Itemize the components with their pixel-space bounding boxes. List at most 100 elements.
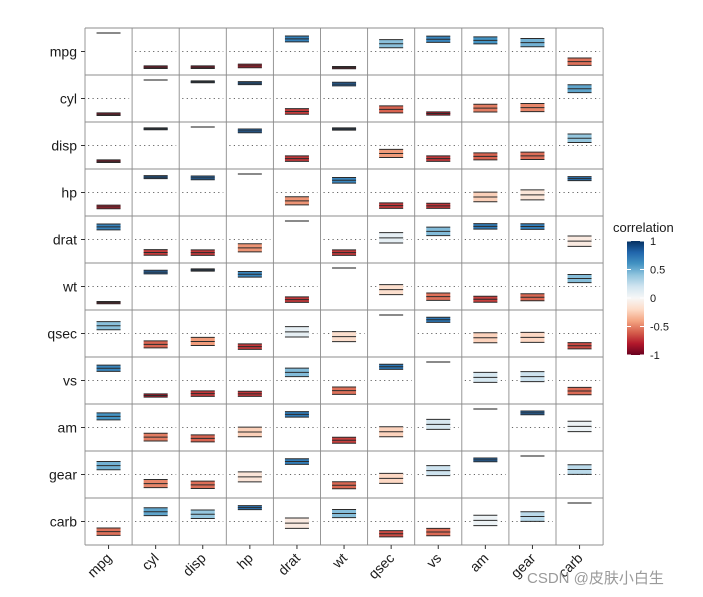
cell-mpg-disp — [182, 51, 224, 70]
cell-disp-hp — [229, 128, 271, 146]
cell-wt-carb — [559, 273, 601, 287]
cell-hp-drat — [276, 192, 318, 206]
cell-gear-mpg — [88, 461, 130, 475]
cell-disp-vs — [417, 145, 459, 162]
cell-hp-vs — [417, 192, 459, 209]
cell-qsec-am — [464, 332, 506, 344]
cell-carb-gear — [511, 511, 553, 522]
cell-hp-carb — [559, 176, 601, 193]
legend-tick-label: -1 — [650, 350, 660, 362]
cell-hp-mpg — [88, 192, 130, 210]
cell-qsec-carb — [559, 333, 601, 350]
cell-drat-hp — [229, 239, 271, 253]
cell-vs-carb — [559, 380, 601, 396]
cell-wt-hp — [229, 271, 271, 287]
cell-qsec-wt — [323, 331, 365, 343]
cell-drat-mpg — [88, 223, 130, 240]
cell-cyl-carb — [559, 84, 601, 99]
cell-gear-qsec — [370, 472, 412, 484]
column-labels: mpg cyl disp hp drat wt qsec vs am gear carb — [84, 545, 586, 582]
cell-carb-cyl — [135, 507, 177, 522]
col-label-cyl: cyl — [138, 550, 161, 573]
cell-wt-am — [464, 286, 506, 303]
legend: correlation 1 0.5 0 -0.5 -1 — [613, 220, 674, 362]
cell-qsec-cyl — [135, 333, 177, 349]
cell-am-carb — [559, 420, 601, 433]
col-label-mpg: mpg — [84, 550, 115, 581]
cell-disp-carb — [559, 133, 601, 146]
cell-wt-cyl — [135, 269, 177, 287]
cell-gear-hp — [229, 471, 271, 483]
cell-cyl-hp — [229, 81, 271, 99]
cell-am-wt — [323, 427, 365, 444]
cell-mpg-gear — [511, 38, 553, 52]
row-label-gear: gear — [49, 467, 77, 483]
cell-mpg-am — [464, 36, 506, 52]
cell-vs-gear — [511, 371, 553, 383]
cell-carb-hp — [229, 505, 271, 522]
cell-wt-gear — [511, 286, 553, 302]
col-label-hp: hp — [234, 550, 256, 572]
cell-wt-qsec — [370, 284, 412, 296]
cell-qsec-drat — [276, 326, 318, 338]
col-label-vs: vs — [423, 550, 444, 571]
cell-am-drat — [276, 411, 318, 428]
cell-carb-qsec — [370, 521, 412, 538]
cell-gear-cyl — [135, 474, 177, 489]
cell-cyl-am — [464, 98, 506, 113]
cell-hp-cyl — [135, 175, 177, 193]
legend-tick-label: 1 — [650, 236, 656, 248]
cell-cyl-vs — [417, 98, 459, 116]
cell-cyl-disp — [182, 80, 224, 99]
cell-drat-vs — [417, 226, 459, 240]
row-label-mpg: mpg — [50, 44, 77, 60]
cell-qsec-disp — [182, 333, 224, 347]
row-label-hp: hp — [61, 185, 77, 201]
cell-mpg-cyl — [135, 51, 177, 70]
cell-mpg-qsec — [370, 39, 412, 52]
cell-drat-am — [464, 223, 506, 240]
cell-disp-drat — [276, 145, 318, 162]
row-label-carb: carb — [50, 514, 77, 530]
row-label-wt: wt — [62, 279, 77, 295]
cell-am-mpg — [88, 412, 130, 428]
cell-carb-drat — [276, 517, 318, 529]
cell-vs-mpg — [88, 364, 130, 381]
watermark: CSDN @皮肤小白生 — [527, 570, 664, 587]
legend-tick-label: -0.5 — [650, 322, 669, 334]
cell-drat-gear — [511, 223, 553, 240]
cell-mpg-carb — [559, 51, 601, 66]
cell-carb-mpg — [88, 521, 130, 536]
cell-am-gear — [511, 410, 553, 428]
row-label-disp: disp — [51, 138, 77, 154]
legend-tick-label: 0.5 — [650, 265, 665, 277]
row-label-drat: drat — [53, 232, 77, 248]
cell-wt-mpg — [88, 286, 130, 305]
row-labels: mpg cyl disp hp drat wt qsec vs am gear carb — [47, 44, 85, 530]
cell-qsec-vs — [417, 316, 459, 334]
cell-mpg-drat — [276, 35, 318, 52]
cell-carb-disp — [182, 509, 224, 522]
cell-hp-gear — [511, 189, 553, 201]
col-label-qsec: qsec — [365, 550, 397, 582]
cell-mpg-wt — [323, 51, 365, 70]
cell-qsec-mpg — [88, 321, 130, 334]
legend-colorbar — [627, 241, 644, 355]
cell-wt-drat — [276, 286, 318, 303]
cell-gear-carb — [559, 464, 601, 475]
cell-cyl-mpg — [88, 98, 130, 117]
cell-disp-qsec — [370, 145, 412, 159]
cell-mpg-vs — [417, 35, 459, 52]
cell-wt-vs — [417, 286, 459, 301]
cell-gear-am — [464, 457, 506, 475]
cell-carb-vs — [417, 521, 459, 537]
row-label-am: am — [58, 420, 77, 436]
cell-disp-am — [464, 145, 506, 161]
cell-drat-disp — [182, 239, 224, 256]
cell-cyl-qsec — [370, 98, 412, 114]
col-label-drat: drat — [275, 550, 303, 578]
cell-drat-wt — [323, 239, 365, 256]
cell-mpg-hp — [229, 51, 271, 69]
cell-am-disp — [182, 427, 224, 443]
